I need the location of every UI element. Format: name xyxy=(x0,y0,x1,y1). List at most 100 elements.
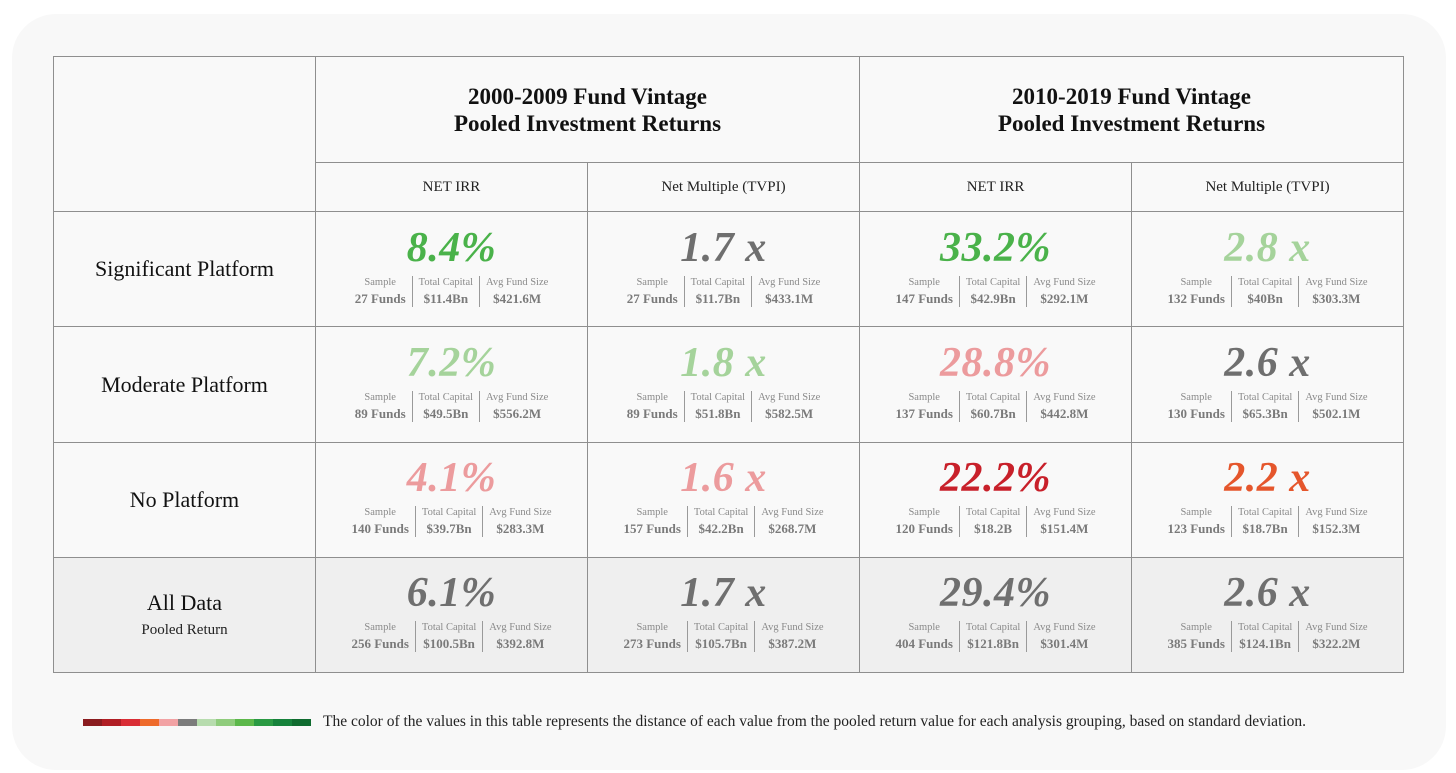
stat-capital: Total Capital $105.7Bn xyxy=(686,621,754,653)
stat-value: $65.3Bn xyxy=(1242,406,1288,422)
stat-label: Sample xyxy=(364,622,396,634)
stat-sample: Sample 89 Funds xyxy=(621,391,684,422)
stat-size: Avg Fund Size $502.1M xyxy=(1298,391,1373,423)
cell-stats: Sample 157 Funds Total Capital $42.2Bn Avg F… xyxy=(588,506,859,538)
cell-stats: Sample 404 Funds Total Capital $121.8Bn Avg … xyxy=(860,621,1131,653)
vintage-title-line2: Pooled Investment Returns xyxy=(453,110,722,136)
stat-size: Avg Fund Size $392.8M xyxy=(482,621,557,653)
row-label-cell: Significant Platform xyxy=(53,211,316,328)
row-label-cell: All Data Pooled Return xyxy=(53,556,316,674)
stat-value: $303.3M xyxy=(1312,290,1361,306)
stat-label: Avg Fund Size xyxy=(1033,276,1096,288)
legend-swatch xyxy=(292,718,311,726)
stat-label: Total Capital xyxy=(693,507,749,519)
stat-size: Avg Fund Size $303.3M xyxy=(1298,275,1373,307)
stat-value: $60.7Bn xyxy=(970,406,1016,422)
data-cell: 1.6 x Sample 157 Funds Total Capital $42.2Bn… xyxy=(586,441,861,558)
stat-value: 89 Funds xyxy=(626,406,678,422)
stat-capital: Total Capital $124.1Bn xyxy=(1230,621,1298,653)
stat-size: Avg Fund Size $387.2M xyxy=(754,621,829,653)
stat-value: $392.8M xyxy=(496,636,545,652)
stat-value: $39.7Bn xyxy=(426,521,472,537)
legend-color-scale xyxy=(83,718,311,726)
stat-label: Sample xyxy=(364,276,396,288)
stat-label: Avg Fund Size xyxy=(1033,392,1096,404)
stat-label: Sample xyxy=(364,507,396,519)
stat-capital: Total Capital $51.8Bn xyxy=(683,391,751,423)
metric-header-tvpi-2000s: Net Multiple (TVPI) xyxy=(586,162,861,213)
stat-value: $387.2M xyxy=(768,636,817,652)
stat-sample: Sample 157 Funds xyxy=(617,506,686,537)
stat-label: Total Capital xyxy=(418,276,474,288)
return-value: 2.2 x xyxy=(1224,455,1311,502)
stat-size: Avg Fund Size $442.8M xyxy=(1026,391,1101,423)
stat-value: 27 Funds xyxy=(626,290,678,306)
stat-label: Avg Fund Size xyxy=(1033,507,1096,519)
return-value: 33.2% xyxy=(940,224,1052,271)
stat-value: $292.1M xyxy=(1040,290,1089,306)
stat-value: $121.8Bn xyxy=(967,636,1019,652)
stat-value: $283.3M xyxy=(496,521,545,537)
stat-sample: Sample 147 Funds xyxy=(889,276,958,307)
stat-label: Total Capital xyxy=(1237,276,1293,288)
data-cell: 8.4% Sample 27 Funds Total Capital $11.4Bn Av… xyxy=(315,211,588,328)
legend-swatch xyxy=(140,718,159,726)
stat-label: Avg Fund Size xyxy=(1305,507,1368,519)
stat-label: Total Capital xyxy=(965,622,1021,634)
cell-stats: Sample 27 Funds Total Capital $11.7Bn Avg Fu… xyxy=(588,275,859,307)
cell-stats: Sample 123 Funds Total Capital $18.7Bn Avg F… xyxy=(1132,506,1403,538)
stat-sample: Sample 256 Funds xyxy=(345,621,414,652)
stat-sample: Sample 27 Funds xyxy=(349,276,412,307)
stat-value: $11.4Bn xyxy=(423,290,469,306)
cell-stats: Sample 137 Funds Total Capital $60.7Bn Avg F… xyxy=(860,391,1131,423)
stat-size: Avg Fund Size $152.3M xyxy=(1298,506,1373,538)
vintage-title-line1: 2010-2019 Fund Vintage xyxy=(1012,83,1252,109)
stat-value: 140 Funds xyxy=(351,521,409,537)
return-value: 2.8 x xyxy=(1224,224,1311,271)
stat-capital: Total Capital $60.7Bn xyxy=(958,391,1026,423)
stat-capital: Total Capital $11.4Bn xyxy=(411,275,479,307)
stat-size: Avg Fund Size $268.7M xyxy=(754,506,829,538)
stat-sample: Sample 404 Funds xyxy=(889,621,958,652)
stat-size: Avg Fund Size $301.4M xyxy=(1026,621,1101,653)
stat-sample: Sample 273 Funds xyxy=(617,621,686,652)
stat-sample: Sample 27 Funds xyxy=(621,276,684,307)
stat-label: Sample xyxy=(908,622,940,634)
stat-label: Total Capital xyxy=(965,392,1021,404)
stat-label: Sample xyxy=(1180,276,1212,288)
vintage-header-2010s: 2010-2019 Fund Vintage Pooled Investment… xyxy=(859,55,1405,164)
cell-stats: Sample 147 Funds Total Capital $42.9Bn Avg F… xyxy=(860,275,1131,307)
stat-capital: Total Capital $42.9Bn xyxy=(958,275,1026,307)
stat-label: Sample xyxy=(1180,507,1212,519)
data-cell: 1.8 x Sample 89 Funds Total Capital $51.8Bn A… xyxy=(586,326,861,443)
data-cell: 2.2 x Sample 123 Funds Total Capital $18.7Bn… xyxy=(1131,441,1405,558)
stat-label: Total Capital xyxy=(421,507,477,519)
stat-label: Avg Fund Size xyxy=(486,392,549,404)
stat-value: $40Bn xyxy=(1247,290,1283,306)
legend-swatch xyxy=(178,718,197,726)
return-value: 4.1% xyxy=(406,455,497,502)
cell-stats: Sample 89 Funds Total Capital $49.5Bn Avg Fu… xyxy=(316,391,587,423)
stat-value: $268.7M xyxy=(768,521,817,537)
stat-sample: Sample 140 Funds xyxy=(345,506,414,537)
stat-value: $42.2Bn xyxy=(698,521,744,537)
stat-capital: Total Capital $18.2B xyxy=(958,506,1026,538)
return-value: 8.4% xyxy=(406,224,497,271)
cell-stats: Sample 385 Funds Total Capital $124.1Bn Avg … xyxy=(1132,621,1403,653)
stat-value: $49.5Bn xyxy=(423,406,469,422)
corner-cell xyxy=(53,55,316,213)
stat-label: Total Capital xyxy=(1237,507,1293,519)
table-row: Moderate Platform 7.2% Sample 89 Funds Total… xyxy=(53,326,1405,443)
stat-label: Avg Fund Size xyxy=(1305,276,1368,288)
stat-value: 123 Funds xyxy=(1167,521,1225,537)
metric-header-irr-2010s: NET IRR xyxy=(859,162,1133,213)
metric-header-irr-2000s: NET IRR xyxy=(315,162,588,213)
return-value: 1.7 x xyxy=(680,224,767,271)
row-sublabel: Pooled Return xyxy=(141,622,228,639)
data-cell: 1.7 x Sample 273 Funds Total Capital $105.7B… xyxy=(586,556,861,674)
stat-value: $151.4M xyxy=(1040,521,1089,537)
table-row: Significant Platform 8.4% Sample 27 Funds To… xyxy=(53,211,1405,328)
legend-swatch xyxy=(121,718,140,726)
stat-label: Sample xyxy=(636,622,668,634)
return-value: 7.2% xyxy=(406,340,497,387)
